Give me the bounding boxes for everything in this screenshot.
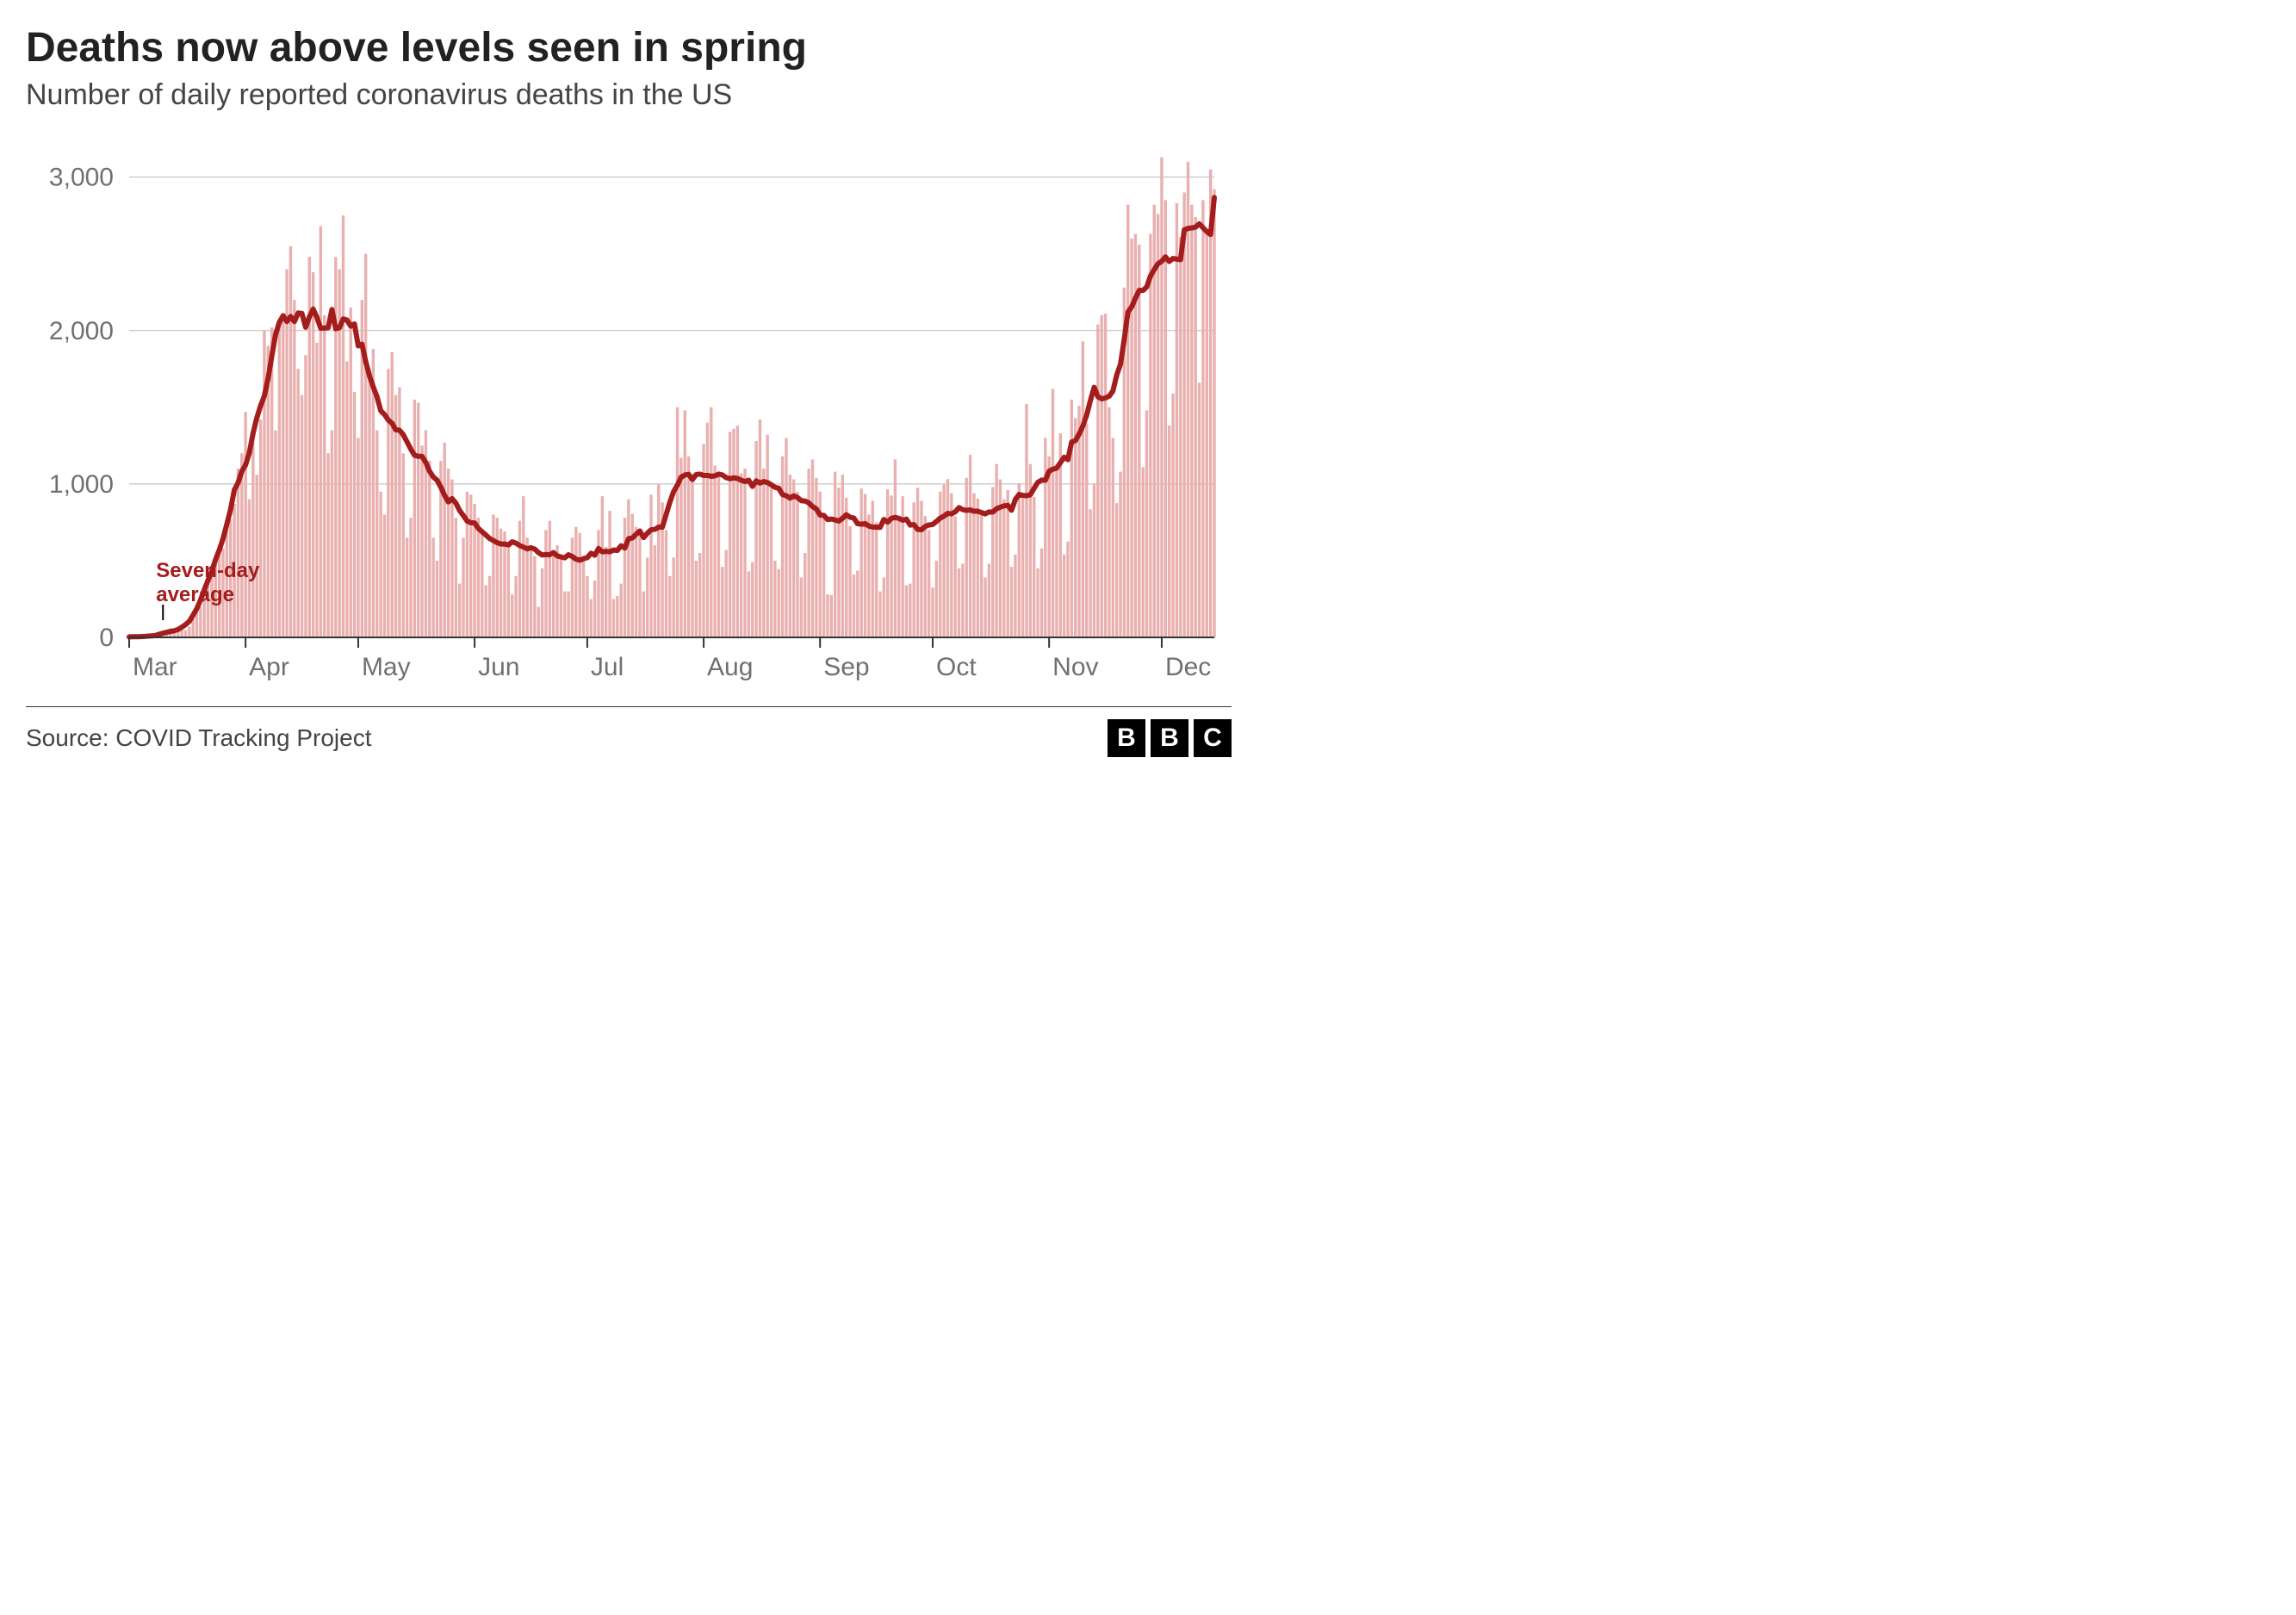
svg-text:Apr: Apr xyxy=(249,653,289,681)
plot-area: 0 1,000 2,000 3,000 Mar Apr May Jun Jul Aug Sep Oct… xyxy=(26,138,1232,698)
svg-text:Nov: Nov xyxy=(1052,653,1098,681)
svg-text:Dec: Dec xyxy=(1165,653,1211,681)
svg-text:Jun: Jun xyxy=(478,653,519,681)
svg-text:Sep: Sep xyxy=(823,653,869,681)
svg-text:average: average xyxy=(156,583,234,606)
svg-text:Aug: Aug xyxy=(707,653,753,681)
bbc-logo: B B C xyxy=(1108,719,1232,757)
source-text: Source: COVID Tracking Project xyxy=(26,724,371,752)
svg-text:Oct: Oct xyxy=(936,653,977,681)
svg-text:2,000: 2,000 xyxy=(49,317,114,345)
svg-text:Seven-day: Seven-day xyxy=(156,559,260,582)
bbc-logo-letter: C xyxy=(1194,719,1232,757)
svg-text:May: May xyxy=(362,653,411,681)
svg-text:Mar: Mar xyxy=(133,653,177,681)
bbc-logo-letter: B xyxy=(1151,719,1188,757)
svg-text:0: 0 xyxy=(99,624,114,652)
svg-text:3,000: 3,000 xyxy=(49,163,114,191)
svg-text:Jul: Jul xyxy=(591,653,624,681)
chart-container: Deaths now above levels seen in spring N… xyxy=(26,26,1232,757)
bbc-logo-letter: B xyxy=(1108,719,1145,757)
chart-subtitle: Number of daily reported coronavirus dea… xyxy=(26,78,1232,112)
chart-svg: 0 1,000 2,000 3,000 Mar Apr May Jun Jul Aug Sep Oct… xyxy=(26,138,1232,698)
chart-footer: Source: COVID Tracking Project B B C xyxy=(26,706,1232,757)
svg-text:1,000: 1,000 xyxy=(49,470,114,499)
chart-title: Deaths now above levels seen in spring xyxy=(26,26,1232,71)
